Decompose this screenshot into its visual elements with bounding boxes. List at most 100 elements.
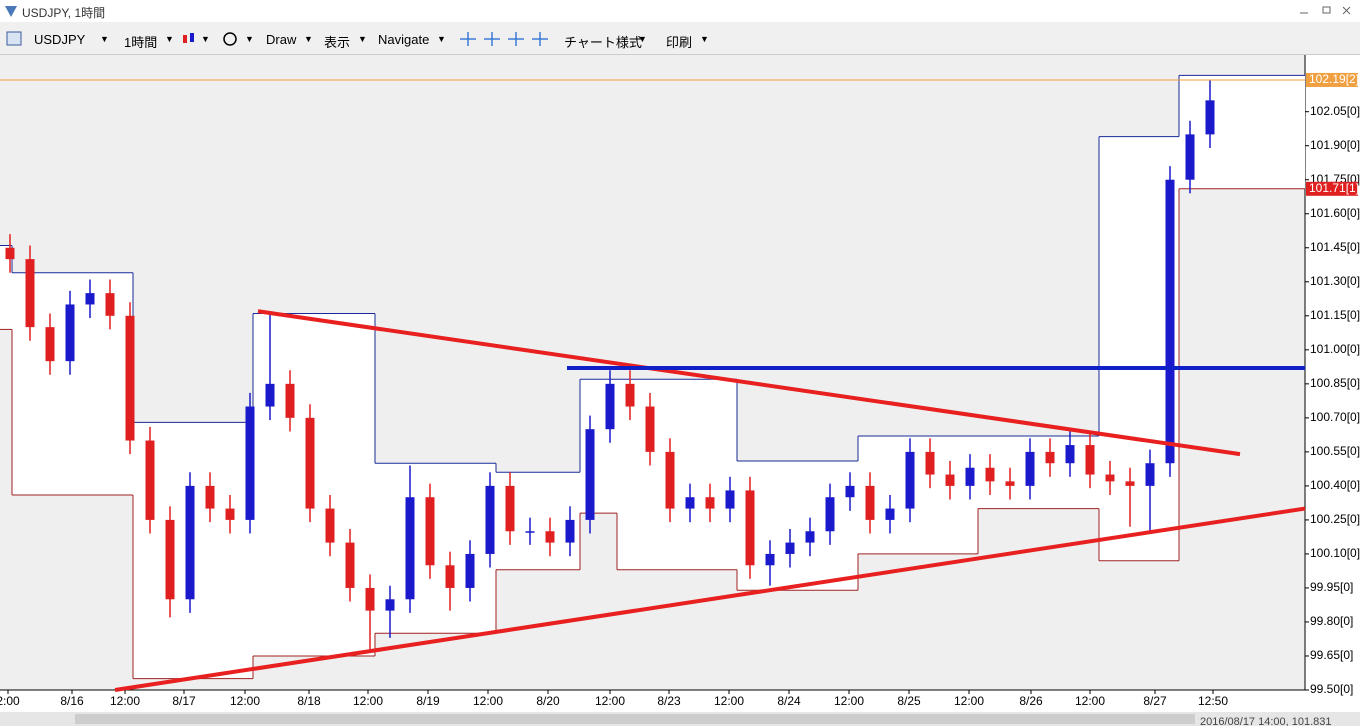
y-tick-label: 101.15[0]	[1310, 308, 1360, 322]
candle-body	[745, 490, 755, 566]
x-tick-label: 8/17	[172, 694, 196, 708]
candle-body	[1145, 463, 1155, 486]
range-box	[1179, 75, 1305, 189]
price-tag	[1306, 72, 1358, 87]
circle-tool[interactable]	[221, 30, 239, 48]
candle-body	[25, 259, 35, 328]
dropdown-arrow[interactable]: ▼	[304, 34, 313, 44]
y-tick-label: 100.40[0]	[1310, 478, 1360, 492]
candle-body	[885, 508, 895, 520]
dropdown-arrow[interactable]: ▼	[245, 34, 254, 44]
candle-body	[1045, 451, 1055, 464]
price-tag	[1306, 181, 1358, 196]
toolbar: USDJPY ▼ 1時間 ▼ ▼ ▼ Draw ▼ 表示 ▼ Navigate …	[0, 22, 1360, 55]
candle-body	[325, 508, 335, 543]
range-box	[978, 436, 1099, 509]
dropdown-arrow[interactable]: ▼	[437, 34, 446, 44]
candle-body	[625, 383, 635, 407]
candle-body	[265, 383, 275, 407]
x-tick-label: 8/24	[777, 694, 801, 708]
y-tick-label: 101.00[0]	[1310, 342, 1360, 356]
y-tick-label: 100.25[0]	[1310, 512, 1360, 526]
navigate-menu[interactable]: Navigate	[378, 32, 430, 47]
x-tick-label: 12:00	[954, 694, 984, 708]
candle-body	[985, 467, 995, 482]
candle-body	[845, 485, 855, 498]
y-tick-label: 101.45[0]	[1310, 240, 1360, 254]
price-tag-label: 101.71[1]	[1309, 181, 1359, 195]
y-tick-label: 99.95[0]	[1310, 580, 1353, 594]
candle-body	[1065, 445, 1075, 464]
candle-body	[165, 519, 175, 600]
title-bar: USDJPY, 1時間	[0, 0, 1360, 22]
dropdown-arrow[interactable]: ▼	[358, 34, 367, 44]
dropdown-arrow[interactable]: ▼	[201, 34, 210, 44]
x-tick-label: 12:00	[834, 694, 864, 708]
candle-body	[145, 440, 155, 520]
candle-body	[65, 304, 75, 362]
x-tick-label: 8/23	[657, 694, 681, 708]
dropdown-arrow[interactable]: ▼	[700, 34, 709, 44]
y-tick-label: 100.10[0]	[1310, 546, 1360, 560]
scrollbar-thumb[interactable]	[75, 714, 1195, 724]
symbol-select[interactable]: USDJPY	[34, 32, 86, 47]
x-tick-label: 12:00	[110, 694, 140, 708]
candle-body	[805, 531, 815, 543]
candle-body	[545, 531, 555, 543]
view-menu[interactable]: 表示	[324, 35, 351, 50]
candle-body	[225, 508, 235, 520]
y-tick-label: 101.60[0]	[1310, 206, 1360, 220]
candle-body	[585, 429, 595, 520]
candle-body	[765, 553, 775, 566]
candle-body	[125, 315, 135, 441]
candle-body	[825, 497, 835, 532]
candle-body	[1165, 179, 1175, 464]
candle-body	[305, 417, 315, 509]
candle-body	[685, 497, 695, 509]
candle-body	[365, 587, 375, 611]
x-tick-label: 12:00	[353, 694, 383, 708]
candle-body	[385, 599, 395, 611]
candle-body	[485, 485, 495, 554]
candle-body	[85, 293, 95, 305]
x-tick-label: 12:00	[473, 694, 503, 708]
zoom-tools[interactable]	[456, 30, 551, 48]
y-tick-label: 101.30[0]	[1310, 274, 1360, 288]
window-controls[interactable]	[1295, 3, 1355, 19]
time-axis-background	[0, 690, 1360, 712]
chart-style-menu[interactable]: チャート様式	[564, 35, 642, 50]
candle-body	[525, 531, 535, 533]
print-menu[interactable]: 印刷	[666, 35, 693, 50]
candle-body	[1125, 481, 1135, 486]
candle-body	[45, 327, 55, 362]
drawn-line	[257, 309, 1241, 457]
draw-menu[interactable]: Draw	[266, 32, 297, 47]
candle-body	[785, 542, 795, 554]
x-tick-label: 2:00	[0, 694, 20, 708]
x-tick-label: 12:00	[230, 694, 260, 708]
candle-body	[945, 474, 955, 486]
y-tick-label: 99.50[0]	[1310, 682, 1353, 696]
status-text: 2016/08/17 14:00, 101.831	[1200, 716, 1332, 726]
timeframe-select[interactable]: 1時間	[124, 35, 158, 50]
x-tick-label: 12:00	[595, 694, 625, 708]
x-tick-label: 12:00	[714, 694, 744, 708]
candle-body	[665, 451, 675, 509]
candle-body	[505, 485, 515, 532]
dropdown-arrow[interactable]: ▼	[165, 34, 174, 44]
candle-icon[interactable]	[180, 31, 204, 47]
window-title: USDJPY, 1時間	[22, 6, 106, 20]
range-box	[737, 460, 858, 591]
candle-body	[905, 451, 915, 509]
candle-body	[1185, 134, 1195, 180]
dropdown-arrow[interactable]: ▼	[100, 34, 109, 44]
y-tick-label: 100.70[0]	[1310, 410, 1360, 424]
x-tick-label: 8/16	[60, 694, 84, 708]
chart-icon[interactable]	[6, 31, 22, 47]
candle-body	[245, 406, 255, 520]
candle-body	[5, 247, 15, 260]
range-box	[0, 245, 12, 330]
candle-body	[425, 497, 435, 566]
dropdown-arrow[interactable]: ▼	[638, 34, 647, 44]
x-tick-label: 8/25	[897, 694, 921, 708]
